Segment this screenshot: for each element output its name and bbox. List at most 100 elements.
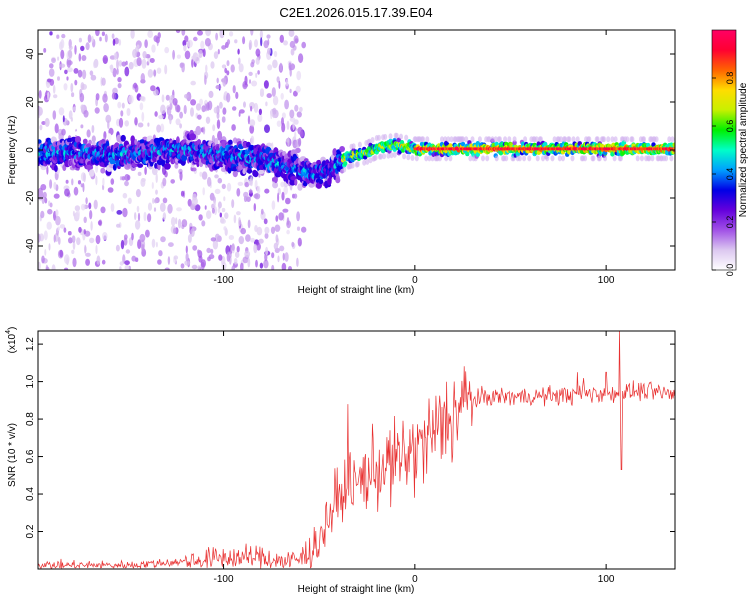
spectrogram-noise-blob (89, 210, 93, 220)
spectrogram-noise-blob (160, 236, 166, 243)
spectrogram-noise-blob (43, 230, 48, 241)
spectrogram-noise-blob (208, 90, 214, 98)
spectrogram-noise-blob (87, 34, 92, 43)
spectrogram-noise-blob (281, 191, 285, 201)
spectrogram-noise-blob (61, 33, 66, 39)
spectrogram-noise-blob (173, 227, 177, 234)
spectrogram-halo-blob (541, 155, 545, 162)
spectrogram-noise-blob (283, 40, 288, 46)
spectrogram-noise-blob (64, 188, 70, 197)
spectrogram-noise-blob (275, 215, 279, 222)
spectrogram-noise-blob (238, 236, 245, 245)
spectrogram-noise-blob (270, 226, 276, 234)
spectrogram-noise-blob (80, 124, 84, 129)
spectrogram-halo-blob (667, 136, 672, 143)
spectrogram-noise-blob (185, 252, 189, 262)
spectrogram-noise-blob (102, 232, 108, 240)
spectrogram-halo-blob (383, 133, 388, 140)
spectrogram-noise-blob (221, 207, 226, 213)
spectrogram-noise-blob (264, 124, 270, 133)
spectrogram-noise-blob (66, 76, 69, 81)
spectrogram-noise-blob (197, 249, 200, 255)
spectrogram-noise-blob (56, 34, 60, 39)
spectrogram-noise-blob (270, 109, 273, 120)
spectrogram-noise-blob (299, 130, 304, 138)
spectrogram-noise-blob (78, 53, 82, 62)
spectrogram-noise-blob (216, 112, 220, 119)
spectrogram-noise-blob (38, 90, 42, 99)
spectrogram-noise-blob (173, 255, 179, 260)
svg-text:(x104): (x104) (5, 327, 18, 354)
spectrogram-noise-blob (248, 189, 253, 194)
spectrogram-noise-blob (166, 106, 172, 116)
spectrogram-noise-blob (221, 64, 227, 69)
spectrogram-noise-blob (88, 202, 92, 210)
spectrogram-halo-blob (571, 136, 576, 143)
spectrogram-y-ticks: -40 -20 0 20 40 (25, 48, 675, 253)
spectrogram-halo-blob (440, 136, 444, 143)
spectrogram-noise-blob (111, 33, 115, 39)
spectrogram-noise-blob (181, 219, 188, 228)
spectrogram-noise-blob (213, 51, 219, 59)
spectrogram-noise-blob (71, 92, 75, 98)
spectrogram-noise-blob (210, 248, 214, 255)
spectrogram-halo-blob (477, 136, 482, 143)
spectrogram-ridge-blob (460, 141, 466, 147)
spectrogram-noise-blob (112, 67, 117, 78)
spectrogram-noise-blob (198, 49, 203, 59)
spectrogram-ridge-blob (339, 146, 345, 152)
spectrogram-noise-blob (147, 30, 154, 38)
spectrogram-ridge-blob (246, 169, 253, 174)
spectrogram-noise-blob (68, 49, 73, 59)
spectrogram-noise-blob (274, 224, 281, 232)
spectrogram-noise-blob (120, 110, 124, 117)
spectrogram-noise-blob (128, 61, 134, 70)
spectrogram-noise-blob (279, 34, 284, 43)
spectrogram-noise-blob (298, 137, 302, 147)
spectrogram-noise-blob (179, 171, 183, 181)
spectrogram-halo-blob (534, 136, 539, 143)
spectrogram-noise-blob (44, 249, 47, 256)
spectrogram-noise-blob (151, 44, 156, 53)
spectrogram-halo-blob (365, 158, 370, 165)
x-tick-label: 0 (412, 275, 418, 286)
spectrogram-halo-blob (404, 134, 409, 141)
spectrogram-noise-blob (301, 41, 307, 49)
colorbar-ticks: 0.0 0.2 0.4 0.6 0.8 (712, 72, 735, 276)
spectrogram-ridge-blob (86, 164, 94, 171)
spectrogram-noise-blob (230, 64, 235, 73)
spectrogram-halo-blob (550, 155, 555, 162)
spectrogram-noise-blob (226, 92, 231, 103)
spectrogram-halo-blob (402, 153, 407, 160)
spectrogram-noise-blob (283, 185, 289, 195)
spectrogram-noise-blob (116, 223, 121, 228)
spectrogram-noise-blob (95, 234, 101, 245)
spectrogram-noise-blob (46, 221, 52, 230)
spectrogram-ridge-blob (343, 161, 348, 166)
spectrogram-noise-blob (59, 249, 63, 258)
spectrogram-halo-blob (618, 155, 623, 162)
snr-y-multiplier-base: (x10 (7, 333, 18, 353)
spectrogram-noise-blob (78, 226, 82, 233)
spectrogram-noise-blob (76, 237, 81, 246)
spectrogram-noise-blob (232, 170, 238, 178)
figure-title: C2E1.2026.015.17.39.E04 (279, 5, 432, 20)
spectrogram-noise-blob (298, 53, 304, 64)
spectrogram-noise-blob (176, 104, 181, 113)
spectrogram-noise-blob (155, 241, 158, 248)
spectrogram-noise-blob (250, 105, 253, 112)
spectrogram-noise-blob (58, 236, 61, 245)
spectrogram-noise-blob (213, 200, 216, 207)
spectrogram-noise-blob (187, 234, 192, 243)
spectrogram-noise-blob (278, 212, 284, 221)
spectrogram-noise-blob (154, 111, 158, 117)
spectrogram-noise-blob (85, 42, 90, 51)
colorbar-tick-label: 0.2 (725, 216, 735, 229)
spectrogram-noise-blob (258, 238, 264, 244)
spectrogram-noise-blob (40, 210, 45, 219)
spectrogram-noise-blob (204, 205, 207, 210)
spectrogram-halo-blob (444, 155, 449, 162)
spectrogram-halo-blob (427, 155, 432, 162)
spectrogram-halo-blob (468, 155, 473, 162)
spectrogram-noise-blob (297, 237, 302, 247)
